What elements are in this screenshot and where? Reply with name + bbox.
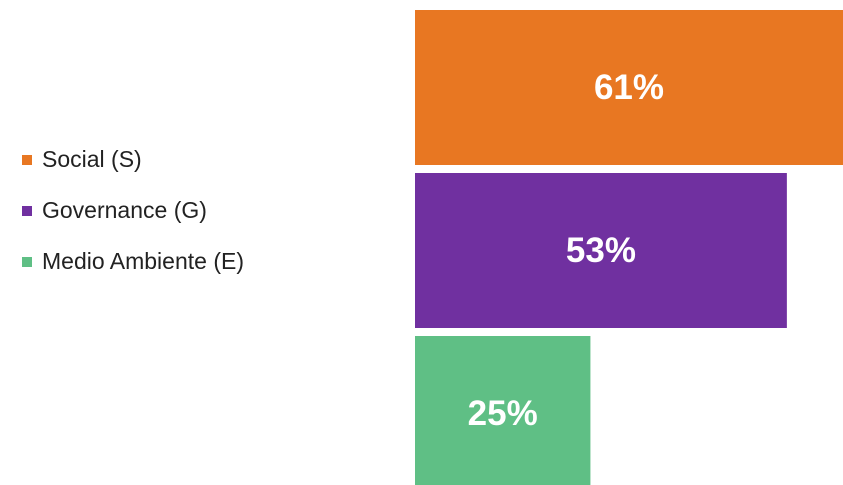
legend-swatch <box>22 257 32 267</box>
value-label: 61% <box>594 68 664 107</box>
bar <box>415 173 787 328</box>
bar <box>415 336 591 485</box>
value-label: 53% <box>566 231 636 270</box>
legend-text: Governance (G) <box>42 197 207 223</box>
legend-swatch <box>22 206 32 216</box>
bar <box>415 10 843 165</box>
legend-text: Medio Ambiente (E) <box>42 248 244 274</box>
value-label: 25% <box>468 394 538 433</box>
legend-swatch <box>22 155 32 165</box>
legend-text: Social (S) <box>42 146 142 172</box>
